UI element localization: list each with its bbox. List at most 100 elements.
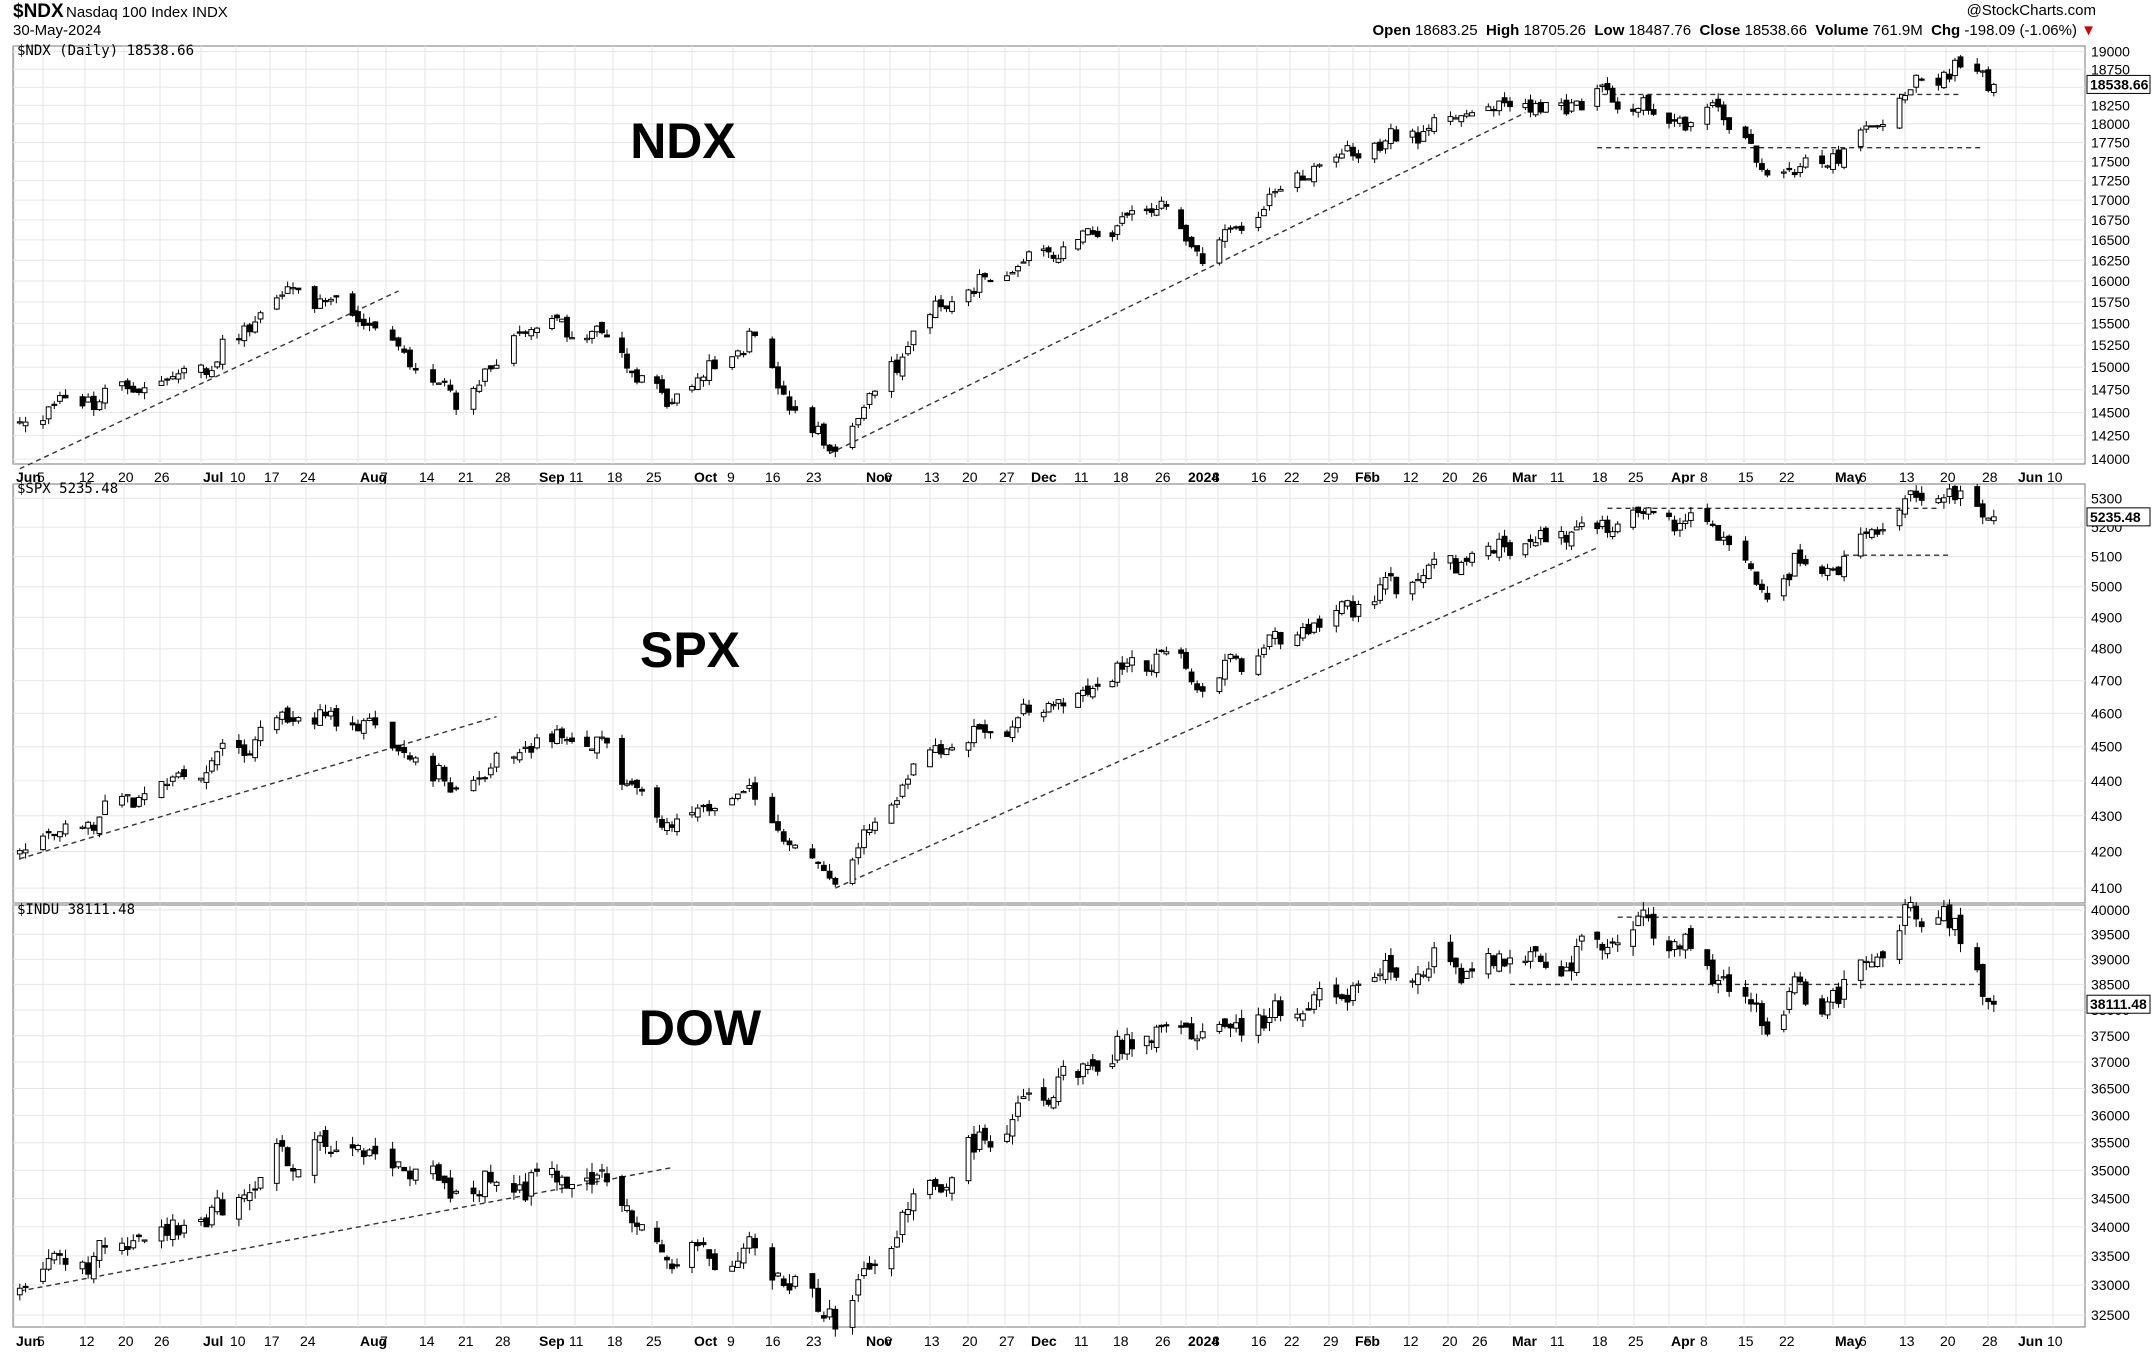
candle-body xyxy=(1311,994,1317,1010)
candle-body xyxy=(476,384,483,392)
candle-body xyxy=(780,1278,787,1286)
candle-body xyxy=(629,1210,635,1224)
candle-body xyxy=(976,724,983,730)
candle-body xyxy=(1300,1013,1306,1021)
candle-body xyxy=(22,421,29,427)
candle-body xyxy=(1109,232,1116,238)
close-value: 18538.66 xyxy=(1744,22,1808,39)
candle-body xyxy=(349,1144,356,1149)
candle-body xyxy=(1704,508,1711,523)
y-tick-label: 18750 xyxy=(2091,61,2130,77)
candle-body xyxy=(872,1263,878,1267)
candle-body xyxy=(604,1173,610,1183)
candle-body xyxy=(1501,958,1508,967)
candle-body xyxy=(203,772,210,783)
candle-body xyxy=(295,1169,302,1178)
candle-body xyxy=(1830,568,1836,571)
x-tick-label: 8 xyxy=(1212,469,1220,485)
candle-body xyxy=(1094,683,1101,687)
volume-label: Volume xyxy=(1815,22,1869,39)
x-tick-label: 25 xyxy=(646,469,662,485)
candle-body xyxy=(1452,117,1459,120)
x-tick-label: 26 xyxy=(1472,469,1488,485)
y-tick-label: 4900 xyxy=(2091,609,2122,625)
candle-body xyxy=(1650,109,1657,115)
exchange-text: INDX xyxy=(191,4,228,21)
x-tick-label: 16 xyxy=(765,469,781,485)
candle-body xyxy=(1868,529,1875,538)
candle-body xyxy=(624,353,630,369)
candle-body xyxy=(1089,230,1096,235)
candle-body xyxy=(1522,960,1529,963)
candle-body xyxy=(927,749,933,768)
candle-body xyxy=(1558,102,1565,106)
candle-body xyxy=(1222,229,1228,242)
candle-body xyxy=(634,1222,640,1227)
candle-body xyxy=(1420,575,1427,584)
candle-body xyxy=(290,287,296,290)
candle-body xyxy=(164,378,171,381)
candle-body xyxy=(1918,492,1925,501)
x-tick-label: 18 xyxy=(607,1333,623,1349)
candle-body xyxy=(1382,577,1389,590)
candle-body xyxy=(1305,623,1312,635)
candle-body xyxy=(899,356,906,377)
candle-body xyxy=(1272,191,1278,194)
candle-body xyxy=(328,710,334,717)
candle-body xyxy=(1941,71,1947,89)
index-label: NDX xyxy=(630,113,736,169)
candle-body xyxy=(322,300,329,303)
candle-body xyxy=(1918,921,1925,928)
y-tick-label: 37500 xyxy=(2091,1028,2130,1044)
candle-body xyxy=(1835,986,1842,1005)
candle-body xyxy=(1129,1039,1135,1050)
candle-body xyxy=(45,1258,52,1270)
candle-body xyxy=(1868,961,1875,968)
candle-body xyxy=(1742,987,1749,997)
x-tick-label: 26 xyxy=(1472,1333,1488,1349)
x-tick-label: 8 xyxy=(1700,1333,1708,1349)
y-tick-label: 37000 xyxy=(2091,1054,2130,1070)
x-tick-label: Mar xyxy=(1512,1333,1537,1349)
candle-body xyxy=(1124,1034,1131,1055)
candle-body xyxy=(1753,1002,1760,1005)
candle-body xyxy=(1277,188,1284,192)
watermark: @StockCharts.com xyxy=(1966,2,2096,19)
x-tick-label: 12 xyxy=(79,469,95,485)
trendline xyxy=(19,1166,673,1292)
candle-body xyxy=(1759,163,1765,170)
candle-body xyxy=(355,311,361,323)
candle-body xyxy=(629,370,635,374)
candle-body xyxy=(85,821,92,829)
candle-body xyxy=(79,1261,86,1270)
candle-body xyxy=(1080,1063,1086,1078)
candle-body xyxy=(1040,248,1047,252)
candle-body xyxy=(1791,552,1798,577)
candle-body xyxy=(1194,245,1201,252)
candle-body xyxy=(349,722,356,726)
last-value-tag xyxy=(2086,507,2151,527)
candle-body xyxy=(1238,1018,1245,1036)
y-tick-label: 4800 xyxy=(2091,641,2122,657)
candle-body xyxy=(899,1211,906,1236)
candle-body xyxy=(311,1139,318,1176)
candle-body xyxy=(1974,486,1981,507)
candle-body xyxy=(1338,601,1345,614)
x-tick-label: 9 xyxy=(727,1333,735,1349)
candle-body xyxy=(1094,1060,1101,1072)
x-tick-label: Oct xyxy=(694,469,718,485)
candle-body xyxy=(493,1181,500,1186)
candle-body xyxy=(734,1260,741,1268)
candle-body xyxy=(1687,928,1694,949)
candle-body xyxy=(1124,212,1131,216)
candle-body xyxy=(158,781,165,799)
candle-body xyxy=(295,717,302,722)
x-tick-label: 29 xyxy=(1323,469,1339,485)
candle-body xyxy=(257,312,264,320)
x-tick-label: 12 xyxy=(1403,1333,1419,1349)
candle-body xyxy=(1294,634,1301,646)
candle-body xyxy=(1415,132,1421,144)
index-label: DOW xyxy=(639,1000,762,1056)
x-tick-label: 11 xyxy=(569,1333,584,1349)
candle-body xyxy=(1452,558,1459,574)
